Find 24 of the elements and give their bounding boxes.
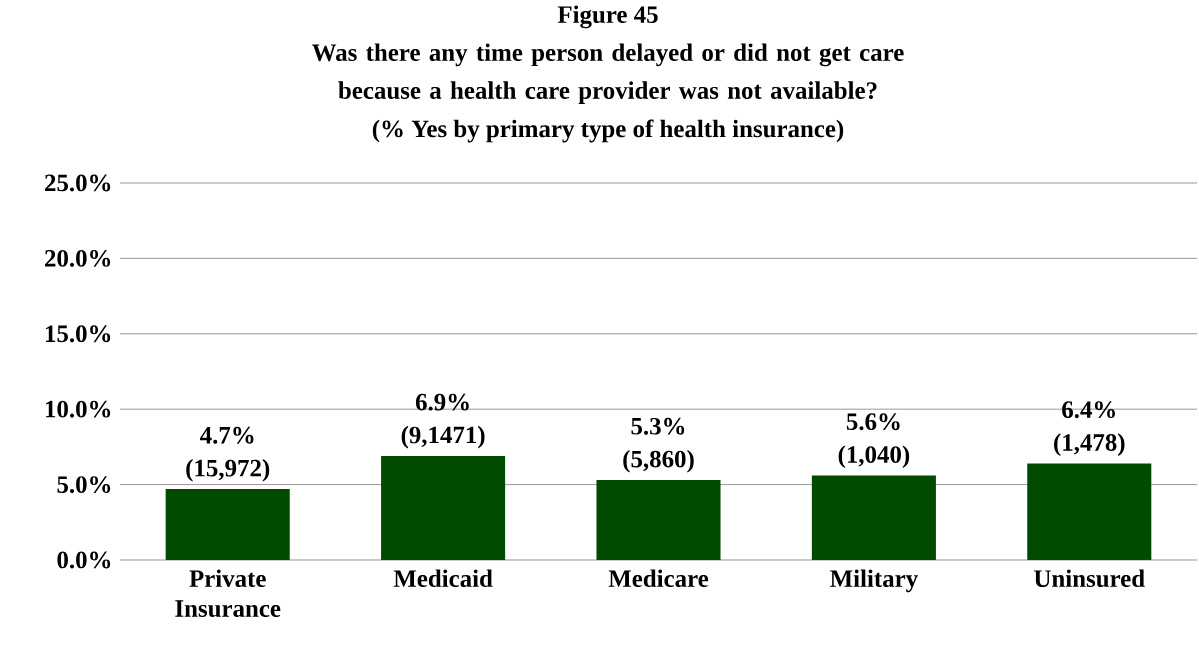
annotation: (1,478) <box>1054 433 1125 456</box>
y-tick-label: 5.0% <box>57 476 111 494</box>
x-tick-label: Medicare <box>608 569 709 588</box>
data-label: 5.6% <box>846 413 900 431</box>
data-label: 5.3% <box>631 417 685 435</box>
y-tick-label: 25.0% <box>45 174 111 192</box>
data-label: 6.4% <box>1062 401 1115 419</box>
annotation: (15,972) <box>186 459 270 482</box>
chart-title: Figure 45 <box>557 5 658 29</box>
chart-subtitle: Was there any time person delayed or did not get care because a health care provider was not available? <box>312 43 904 104</box>
y-tick-label: 20.0% <box>45 249 111 267</box>
x-tick-label: Military <box>830 569 918 593</box>
text: (% Yes by primary type of health insurance) <box>372 119 844 143</box>
annotation: (5,860) <box>623 449 694 473</box>
x-tick-label: Uninsured <box>1034 569 1145 588</box>
data-label: 6.9% <box>415 393 469 411</box>
y-tick-label: 10.0% <box>46 400 111 418</box>
annotation: (9,1471) <box>401 425 485 449</box>
x-tick-label: Medicaid <box>393 569 493 588</box>
y-tick-label: 0.0% <box>57 551 111 569</box>
annotation: (1,040) <box>838 445 910 469</box>
data-label: 4.7% <box>200 426 254 444</box>
x-tick-label: Private Insurance <box>175 569 281 617</box>
y-tick-label: 15.0% <box>46 325 111 343</box>
